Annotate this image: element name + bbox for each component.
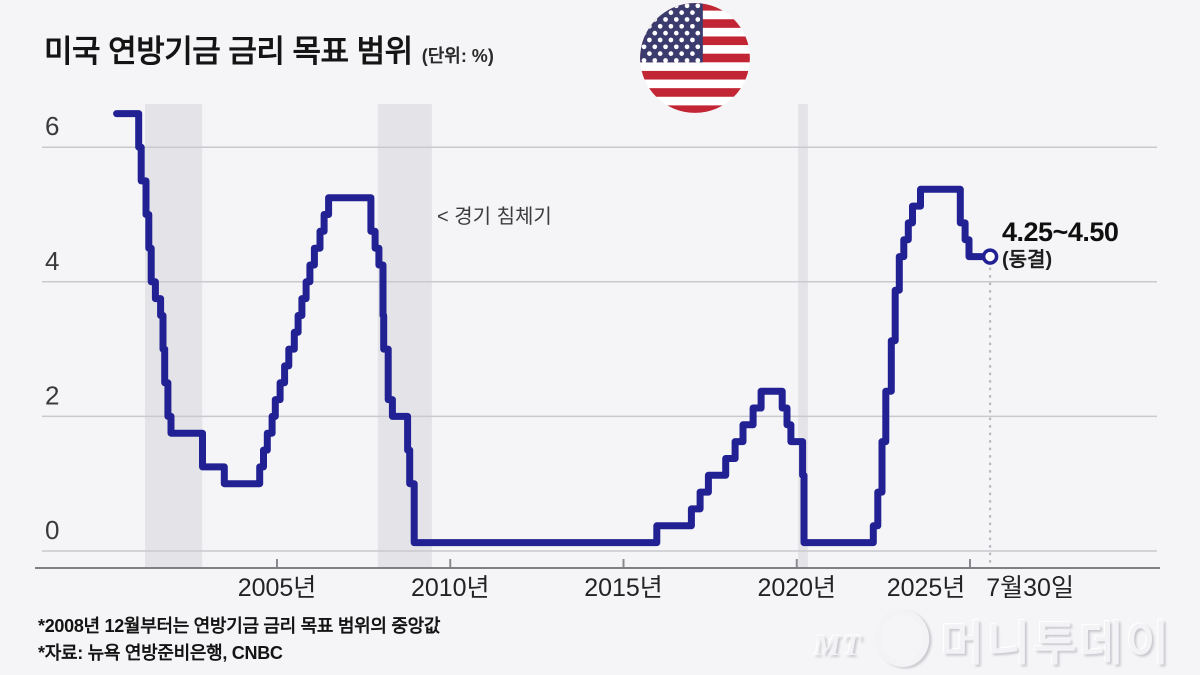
footnote-midpoint: *2008년 12월부터는 연방기금 금리 목표 범위의 중앙값 bbox=[38, 616, 441, 636]
mt-logo-text: MT bbox=[813, 629, 863, 662]
x-tick-label: 2025년 bbox=[887, 574, 966, 602]
recession-annotation: < 경기 침체기 bbox=[437, 206, 552, 228]
x-tick-label: 2015년 bbox=[584, 574, 663, 602]
us-flag-icon bbox=[640, 3, 750, 113]
footnotes: *2008년 12월부터는 연방기금 금리 목표 범위의 중앙값 *자료: 뉴욕… bbox=[38, 613, 440, 667]
x-tick-label: 2010년 bbox=[411, 574, 490, 602]
moneytoday-name: 머니투데이 bbox=[940, 617, 1172, 670]
footnote-source: *자료: 뉴욕 연방준비은행, CNBC bbox=[38, 643, 283, 663]
rate-hold-status: (동결) bbox=[1002, 249, 1053, 272]
y-tick-label: 4 bbox=[45, 246, 59, 276]
y-tick-label: 0 bbox=[45, 515, 59, 545]
x-tick-label: 7월30일 bbox=[986, 574, 1074, 602]
y-tick-label: 6 bbox=[45, 111, 59, 141]
current-rate-value: 4.25~4.50 bbox=[1002, 217, 1119, 247]
current-rate-label: 4.25~4.50 (동결) bbox=[1002, 217, 1119, 272]
endpoint-marker bbox=[981, 248, 999, 265]
chart-title: 미국 연방기금 금리 목표 범위 bbox=[44, 34, 413, 69]
x-tick-label: 2005년 bbox=[238, 574, 317, 602]
chart-unit-label: (단위: %) bbox=[421, 46, 494, 66]
page-title: 미국 연방기금 금리 목표 범위 (단위: %) bbox=[44, 26, 494, 71]
recession-band bbox=[798, 104, 808, 568]
moneytoday-watermark: MT 머니투데이 bbox=[813, 603, 1172, 673]
recession-band bbox=[144, 104, 203, 568]
x-tick-label: 2020년 bbox=[757, 574, 836, 602]
moneytoday-logo-icon bbox=[868, 603, 936, 673]
rate-step-line bbox=[113, 110, 986, 547]
y-tick-label: 2 bbox=[45, 380, 59, 410]
